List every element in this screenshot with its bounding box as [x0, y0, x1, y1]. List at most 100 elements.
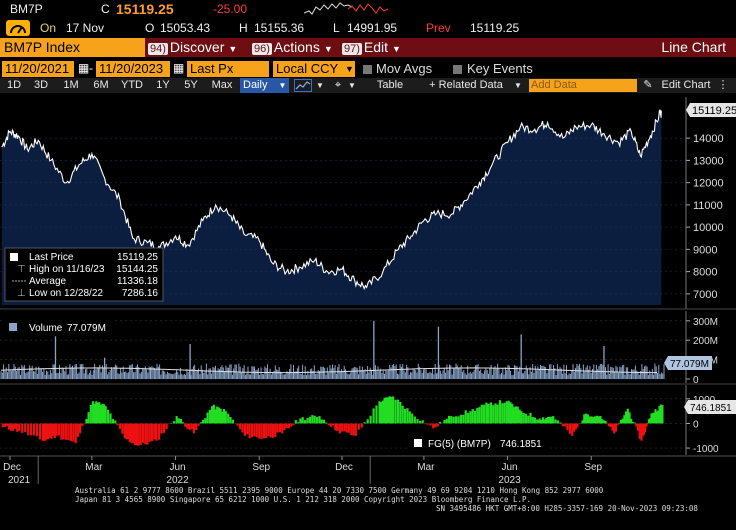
fg-bar-positive [621, 418, 624, 424]
period-5y[interactable]: 5Y [184, 79, 198, 91]
discover-menu-num: 94) [148, 43, 168, 55]
related-data-button[interactable]: + Related Data [429, 79, 503, 91]
fg-bar-negative [3, 423, 7, 427]
chart-area[interactable]: 7000 8000 9000 10000 11000 12000 13000 14000 15… [0, 93, 736, 484]
fg-bar-negative [635, 423, 638, 427]
fg-bar-negative [343, 423, 346, 432]
legend-last-value: 15119.25 [117, 252, 158, 263]
fg-bar-negative [262, 423, 266, 439]
fg-bar-negative [1, 423, 4, 428]
fg-bar-negative [426, 423, 429, 425]
x-tick-label: Sep [252, 462, 270, 473]
period-max[interactable]: Max [211, 79, 233, 91]
fg-bar-negative [12, 423, 15, 431]
fg-bar-negative [640, 423, 643, 441]
fg-tick-label: 0 [693, 419, 699, 430]
footer-line-2: Japan 81 3 4565 8900 Singapore 65 6212 1… [75, 495, 532, 504]
edit-menu[interactable]: 97) Edit ▼ [342, 38, 401, 57]
fg-bar-positive [602, 420, 605, 424]
fg-bar-positive [294, 420, 297, 424]
discover-menu[interactable]: 94) Discover ▼ [148, 38, 237, 57]
currency-select[interactable]: Local CCY [273, 61, 343, 77]
fg-bar-positive [661, 405, 664, 424]
fg-bar-positive [543, 419, 546, 424]
calendar-icon[interactable]: ▦ [173, 61, 185, 75]
footer: Australia 61 2 9777 8600 Brazil 5511 239… [0, 484, 736, 530]
line-style-icon[interactable] [294, 79, 312, 92]
volume-tick-label: 0 [693, 375, 699, 386]
table-button[interactable]: Table [376, 79, 404, 91]
fg-legend[interactable]: FG(5) (BM7P) 746.1851 [408, 436, 548, 450]
price-tick-label: 11000 [693, 200, 723, 212]
edit-chart-button[interactable]: Edit Chart [661, 79, 711, 91]
fg-bar-negative [151, 423, 154, 441]
period-1m[interactable]: 1M [63, 79, 79, 91]
fg-bar-negative [341, 423, 344, 432]
fg-bar-negative [246, 423, 249, 435]
calendar-icon[interactable]: ▦ [78, 61, 90, 75]
frequency-dropdown-icon[interactable]: ▼ [276, 78, 289, 93]
fg-bar-negative [267, 423, 270, 437]
fg-bar-positive [416, 419, 419, 424]
fg-bar-positive [304, 420, 307, 424]
currency-dropdown-icon[interactable]: ▼ [343, 61, 355, 77]
more-options-icon[interactable]: ⋮ [717, 79, 729, 91]
period-3d[interactable]: 3D [33, 79, 49, 91]
add-data-input[interactable]: Add Data [529, 79, 637, 92]
security-field[interactable]: BM7P Index [0, 38, 145, 57]
price-tick-label: 8000 [693, 267, 717, 279]
key-events-checkbox[interactable] [453, 65, 462, 74]
fg-bar-negative [52, 423, 55, 436]
mov-avgs-checkbox[interactable] [363, 65, 372, 74]
fg-bar-negative [285, 423, 288, 429]
fg-bar-negative [338, 423, 341, 434]
fg-bar-negative [35, 423, 39, 437]
draw-tools-icon[interactable]: ⌖ [334, 79, 342, 91]
draw-dropdown-icon[interactable]: ▼ [348, 81, 356, 90]
period-6m[interactable]: 6M [93, 79, 109, 91]
volume-legend-label: Volume [29, 323, 63, 334]
fg-bar-negative [571, 423, 574, 436]
fg-bar-positive [363, 422, 366, 424]
fg-bar-negative [72, 423, 75, 442]
related-dropdown-icon[interactable]: ▼ [514, 81, 522, 90]
fg-bar-negative [121, 423, 124, 434]
fg-bar-negative [53, 423, 56, 439]
fg-bar-negative [62, 423, 65, 440]
fg-bar-positive [381, 400, 384, 424]
volume-legend[interactable]: Volume 77.079M [5, 320, 115, 334]
pencil-icon[interactable]: ✎ [643, 79, 653, 91]
fg-bar-positive [216, 406, 219, 424]
frequency-select[interactable]: Daily [240, 78, 276, 93]
x-tick-label: Dec [335, 462, 353, 473]
price-tick-label: 14000 [693, 133, 724, 145]
edit-menu-num: 97) [342, 43, 362, 55]
period-1d[interactable]: 1D [6, 79, 22, 91]
fg-bar-negative [253, 423, 256, 437]
change: -25.00 [213, 2, 248, 16]
price-legend[interactable]: Last Price 15119.25 ⊤ High on 11/16/23 1… [4, 247, 164, 302]
field-select[interactable]: Last Px [187, 61, 269, 77]
gauge-icon[interactable] [6, 20, 30, 36]
fg-bar-positive [533, 417, 537, 424]
fg-bar-negative [163, 423, 166, 433]
fg-bar-positive [109, 413, 112, 424]
start-date-field[interactable]: 11/20/2021 [2, 61, 74, 77]
fg-bar-positive [599, 416, 602, 424]
end-date-field[interactable]: 11/20/2023 [96, 61, 170, 77]
fg-bar-positive [494, 403, 497, 424]
fg-bar-positive [581, 420, 584, 424]
fg-bar-positive [654, 409, 657, 424]
fg-bar-negative [350, 423, 353, 435]
fg-badge-value: 746.1851 [690, 403, 732, 414]
period-1y[interactable]: 1Y [156, 79, 170, 91]
fg-bar-positive [626, 408, 629, 424]
fg-bar-positive [211, 406, 214, 424]
period-ytd[interactable]: YTD [121, 79, 143, 91]
fg-bar-positive [217, 407, 220, 424]
mov-avgs-label: Mov Avgs [376, 61, 433, 76]
fg-bar-negative [69, 423, 72, 441]
actions-menu[interactable]: 96) Actions ▼ [252, 38, 333, 57]
fg-bar-negative [141, 423, 145, 443]
line-style-dropdown-icon[interactable]: ▼ [316, 81, 324, 90]
